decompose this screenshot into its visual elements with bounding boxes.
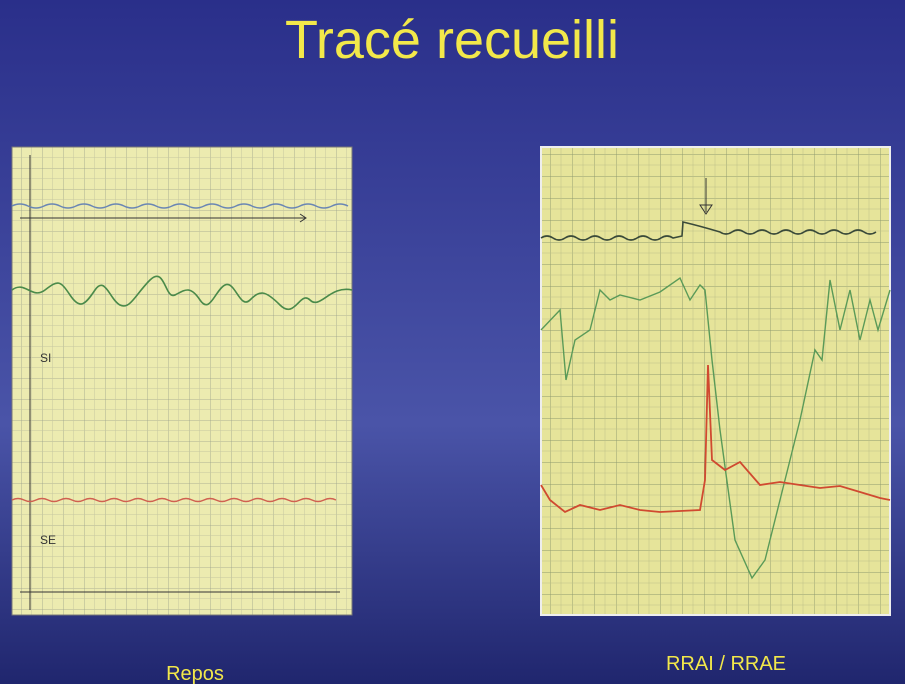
left-recording: SI SE	[12, 147, 352, 615]
trace-label: SE	[40, 533, 56, 547]
caption: RRAI / RRAE	[666, 653, 786, 675]
slide: Tracé recueilli SI SE Repos RRAI / RRAE	[0, 0, 905, 684]
slide-title: Tracé recueilli	[285, 10, 619, 70]
caption: Repos	[166, 663, 224, 684]
right-recording	[541, 147, 890, 615]
trace-label: SI	[40, 351, 51, 365]
page: Tracé recueilli SI SE Repos RRAI / RRAE …	[0, 0, 905, 684]
